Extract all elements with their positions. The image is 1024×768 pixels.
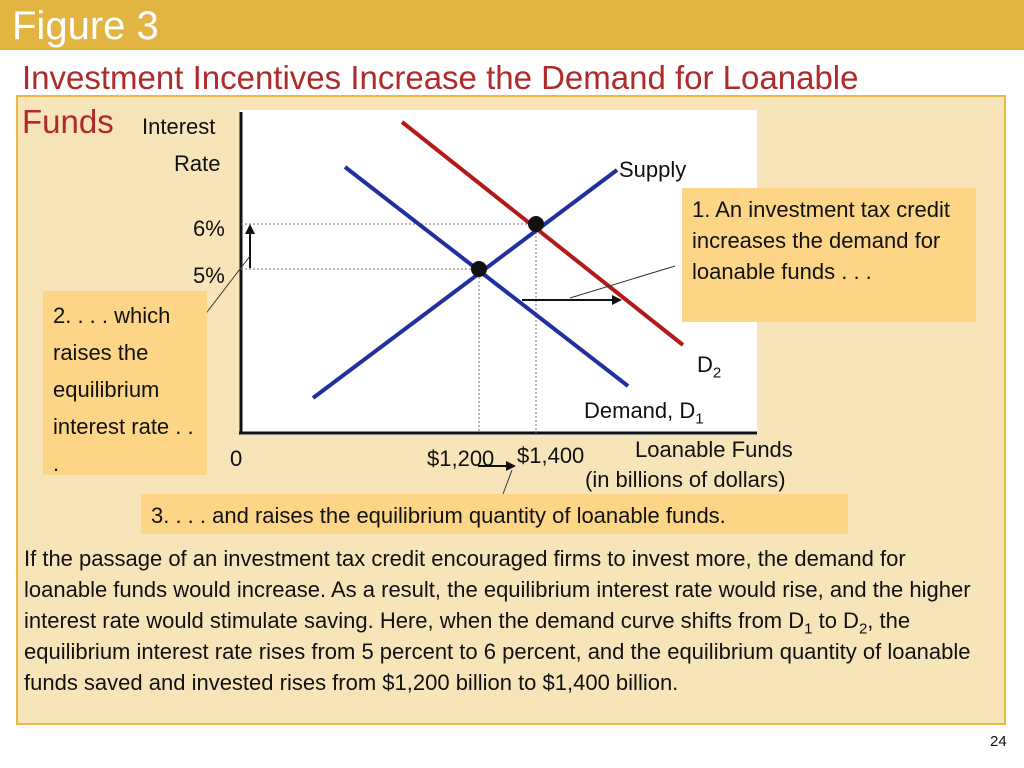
supply-label: Supply	[619, 157, 687, 182]
y-tick-label-5: 5%	[193, 263, 225, 288]
y-axis-label-line1: Interest	[142, 114, 216, 139]
leader-note2	[203, 255, 251, 317]
slide-title-line2: Funds	[22, 103, 114, 140]
leader-note1	[569, 265, 676, 299]
header-bar: Figure 3	[0, 0, 1024, 50]
leader-note3	[502, 469, 513, 495]
x-axis-label-line1: Loanable Funds	[635, 437, 793, 462]
d2-label: D2	[697, 352, 722, 382]
annotation-3: 3. . . . and raises the equilibrium quan…	[141, 494, 848, 534]
x-tick-label-1200: $1,200	[427, 446, 495, 471]
demand-d1-label: Demand, D1	[584, 398, 704, 428]
caption-paragraph: If the passage of an investment tax cred…	[24, 546, 971, 695]
slide-title: Investment Incentives Increase the Deman…	[22, 59, 859, 96]
supply-curve	[311, 168, 619, 400]
demand-d2-curve	[400, 120, 685, 347]
y-tick-label-6: 6%	[193, 216, 225, 241]
origin-label: 0	[230, 446, 243, 471]
y-axis-label-line2: Rate	[174, 151, 221, 176]
plot-area	[240, 110, 757, 435]
demand-d1-curve	[343, 165, 630, 388]
x-tick-label-1400: $1,400	[517, 443, 585, 468]
annotation-2: 2. . . . which raises the equilibrium in…	[43, 291, 207, 476]
figure-label: Figure 3	[12, 4, 159, 48]
x-axis-label-line2: (in billions of dollars)	[585, 467, 786, 492]
equilibrium-point-2	[528, 216, 544, 232]
equilibrium-point-1	[471, 261, 487, 277]
page-number: 24	[990, 733, 1007, 750]
annotation-1: 1. An investment tax credit increases th…	[682, 188, 976, 322]
